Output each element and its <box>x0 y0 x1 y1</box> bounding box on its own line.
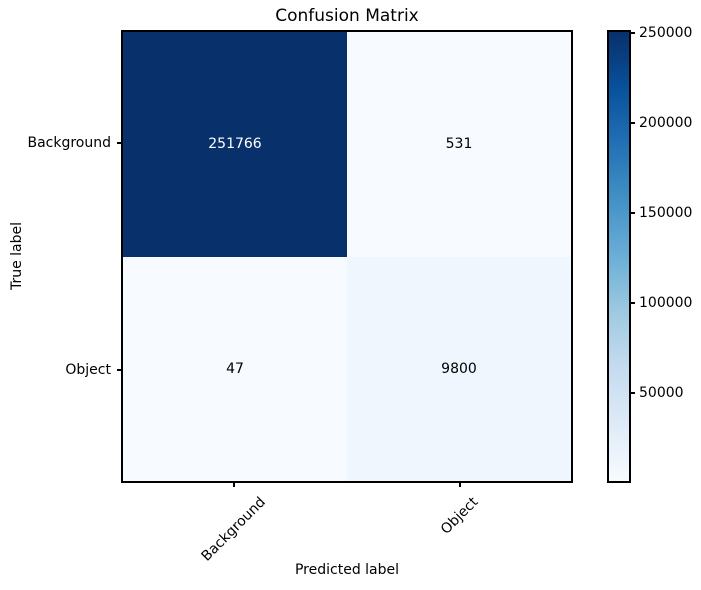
x-tick-label-text: Object <box>437 494 482 538</box>
colorbar-tick-mark <box>631 212 635 214</box>
heatmap-grid: 251766 531 47 9800 <box>123 32 571 481</box>
colorbar-tick-mark <box>631 302 635 304</box>
colorbar-tick-label: 200000 <box>639 115 693 132</box>
colorbar <box>607 30 631 483</box>
colorbar-tick-label: 150000 <box>639 205 693 222</box>
matrix-cell-background-background: 251766 <box>123 32 347 257</box>
colorbar-tick-label: 50000 <box>639 385 684 402</box>
x-tick-mark <box>233 483 235 487</box>
x-axis-label: Predicted label <box>294 562 400 578</box>
y-axis-label: True label <box>9 221 25 291</box>
colorbar-tick-mark <box>631 122 635 124</box>
heatmap-plot: 251766 531 47 9800 <box>121 30 573 483</box>
y-tick-mark <box>117 142 121 145</box>
colorbar-tick-label: 100000 <box>639 295 693 312</box>
matrix-cell-object-object: 9800 <box>347 256 571 481</box>
colorbar-tick-mark <box>631 32 635 34</box>
matrix-cell-object-background: 47 <box>123 256 347 481</box>
matrix-cell-background-object: 531 <box>347 32 571 257</box>
y-tick-mark <box>117 368 121 371</box>
x-tick-label-text: Background <box>198 494 269 565</box>
x-tick-mark <box>459 483 461 487</box>
colorbar-tick-label: 250000 <box>639 25 693 42</box>
chart-title: Confusion Matrix <box>275 6 419 26</box>
colorbar-tick-mark <box>631 392 635 394</box>
y-tick-label-object: Object <box>65 361 111 378</box>
y-tick-label-background: Background <box>27 135 111 152</box>
